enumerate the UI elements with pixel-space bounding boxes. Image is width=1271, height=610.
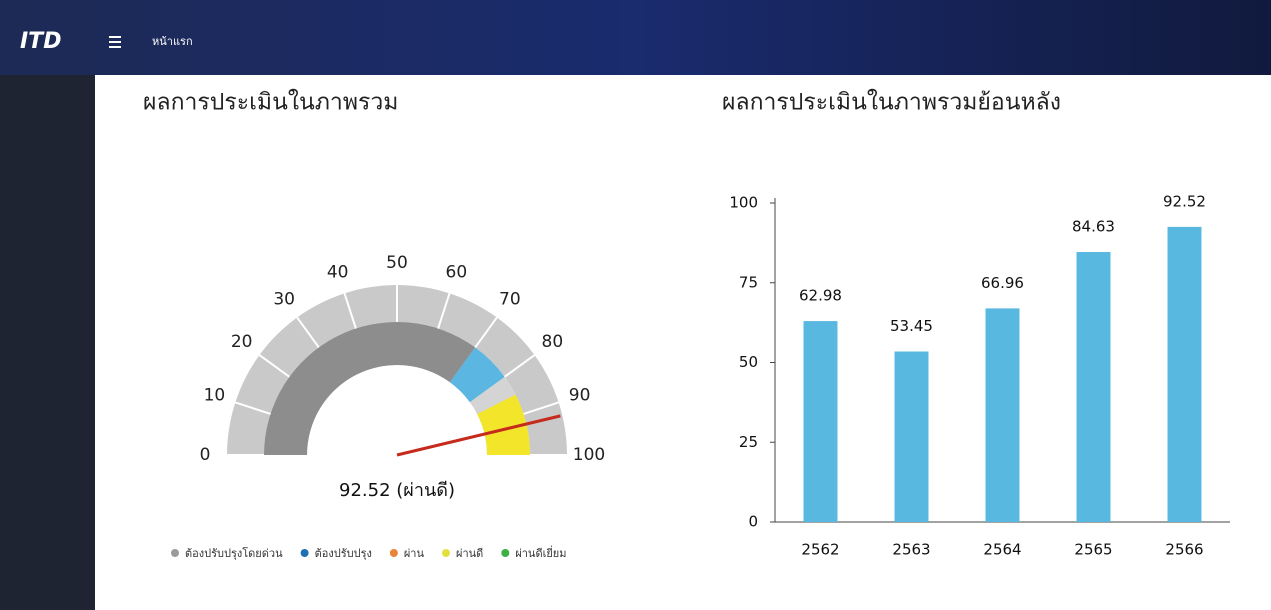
screen: ITD หน้าแรก ผลการประเมินในภาพรวม ผลการปร… (0, 0, 1271, 610)
legend-label: ต้องปรับปรุงโดยด่วน (185, 546, 283, 560)
value-label: 53.45 (890, 317, 933, 335)
x-tick-label: 2564 (983, 541, 1021, 559)
y-tick-label: 50 (739, 353, 758, 371)
gauge-tick-label: 20 (231, 332, 253, 352)
logo[interactable]: ITD (20, 29, 61, 54)
bar (986, 308, 1020, 522)
gauge-tick-label: 90 (569, 386, 591, 406)
y-tick-label: 0 (748, 513, 758, 531)
x-tick-label: 2562 (801, 541, 839, 559)
x-tick-label: 2565 (1074, 541, 1112, 559)
x-tick-label: 2563 (892, 541, 930, 559)
legend-marker (442, 549, 450, 557)
bar (895, 351, 929, 522)
gauge-tick-label: 50 (386, 253, 408, 273)
y-tick-label: 100 (729, 194, 758, 212)
x-tick-label: 2566 (1165, 541, 1203, 559)
legend-label: ผ่านดี (456, 547, 483, 560)
value-label: 62.98 (799, 287, 842, 305)
chart-title: ผลการประเมินในภาพรวมย้อนหลัง (722, 89, 1061, 116)
gauge-tick-label: 60 (446, 262, 468, 282)
gauge-tick-label: 100 (573, 445, 605, 465)
legend-marker (390, 549, 398, 557)
page: ITD หน้าแรก ผลการประเมินในภาพรวม ผลการปร… (0, 0, 1271, 610)
value-label: 92.52 (1163, 192, 1206, 210)
legend-label: ผ่าน (404, 547, 425, 560)
bar (804, 321, 838, 522)
chart-title: ผลการประเมินในภาพรวม (143, 89, 398, 116)
legend-marker (301, 549, 309, 557)
sidebar (0, 75, 95, 610)
y-tick-label: 75 (739, 273, 758, 291)
bar (1077, 252, 1111, 522)
gauge-tick-label: 0 (200, 445, 211, 465)
legend-marker (501, 549, 509, 557)
y-tick-label: 25 (739, 433, 758, 451)
bar (1168, 227, 1202, 522)
nav-link[interactable]: หน้าแรก (152, 35, 193, 48)
legend-label: ผ่านดีเยี่ยม (515, 545, 566, 560)
value-label: 66.96 (981, 274, 1024, 292)
gauge-tick-label: 40 (327, 262, 349, 282)
gauge-tick-label: 70 (499, 290, 521, 310)
gauge-tick-label: 30 (273, 290, 295, 310)
gauge-tick-label: 10 (204, 386, 226, 406)
legend-label: ต้องปรับปรุง (315, 547, 372, 560)
gauge-tick-label: 80 (542, 332, 564, 352)
menu-button[interactable] (109, 36, 121, 48)
legend-marker (171, 549, 179, 557)
value-label: 84.63 (1072, 218, 1115, 236)
gauge-value-label: 92.52 (ผ่านดี) (339, 480, 455, 501)
